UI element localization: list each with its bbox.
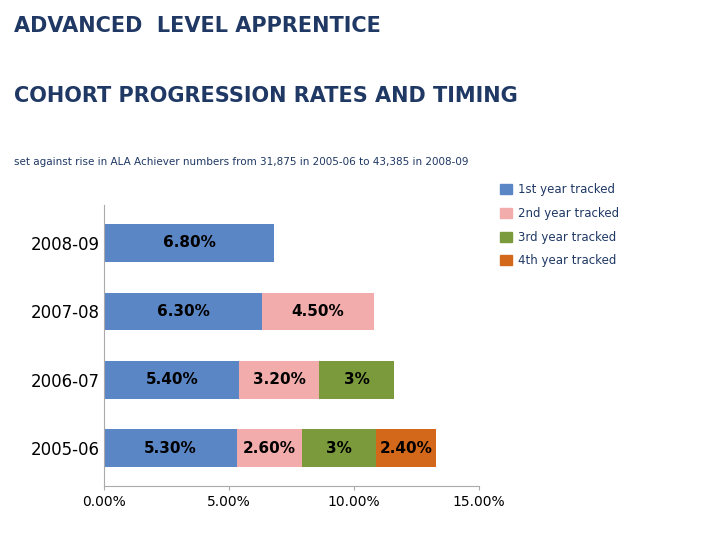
Text: ADVANCED  LEVEL APPRENTICE: ADVANCED LEVEL APPRENTICE xyxy=(14,16,382,36)
Text: 4.50%: 4.50% xyxy=(292,304,344,319)
Text: 3%: 3% xyxy=(343,373,369,387)
Text: set against rise in ALA Achiever numbers from 31,875 in 2005-06 to 43,385 in 200: set against rise in ALA Achiever numbers… xyxy=(14,157,469,167)
Bar xyxy=(302,429,377,467)
Bar xyxy=(377,429,436,467)
Bar xyxy=(261,293,374,330)
Bar xyxy=(239,361,319,399)
Bar xyxy=(237,429,302,467)
Text: 2.40%: 2.40% xyxy=(380,441,433,456)
Bar xyxy=(319,361,394,399)
Text: 6.30%: 6.30% xyxy=(156,304,210,319)
Text: 5.40%: 5.40% xyxy=(145,373,198,387)
Bar xyxy=(104,293,261,330)
Legend: 1st year tracked, 2nd year tracked, 3rd year tracked, 4th year tracked: 1st year tracked, 2nd year tracked, 3rd … xyxy=(495,179,624,272)
Text: 6.80%: 6.80% xyxy=(163,235,216,251)
Bar xyxy=(104,361,239,399)
Text: 5.30%: 5.30% xyxy=(144,441,197,456)
Bar xyxy=(104,429,237,467)
Bar xyxy=(104,224,274,262)
Text: 3%: 3% xyxy=(326,441,352,456)
Text: 2.60%: 2.60% xyxy=(243,441,296,456)
Text: 3.20%: 3.20% xyxy=(253,373,305,387)
Text: COHORT PROGRESSION RATES AND TIMING: COHORT PROGRESSION RATES AND TIMING xyxy=(14,86,518,106)
